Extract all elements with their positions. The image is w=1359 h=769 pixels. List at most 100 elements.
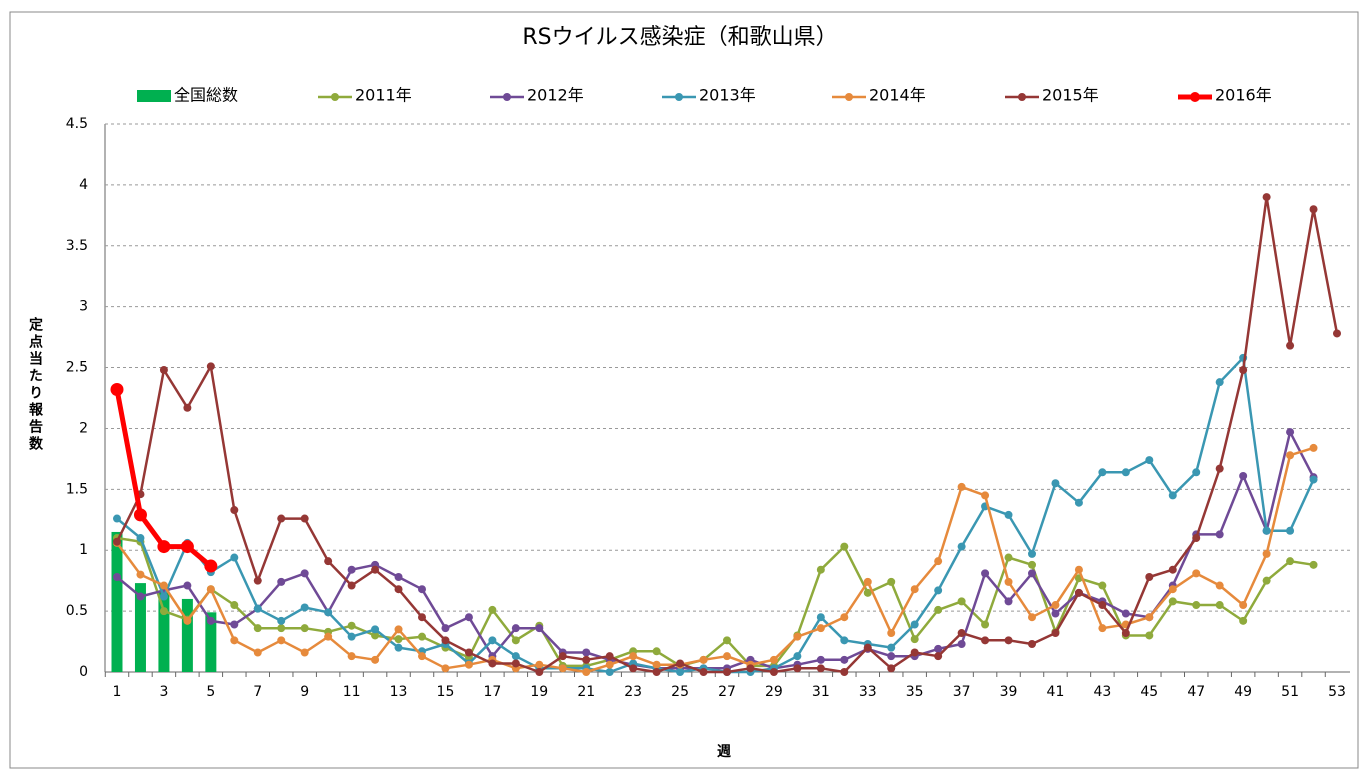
point [1239, 601, 1248, 610]
line [116, 356, 1315, 674]
point [1098, 624, 1107, 633]
point [206, 585, 215, 594]
point [558, 664, 567, 673]
point [887, 643, 896, 652]
legend-swatch [1190, 92, 1200, 102]
point [418, 613, 426, 622]
point [1121, 629, 1130, 638]
point [840, 613, 849, 622]
point [1074, 498, 1083, 507]
point [1239, 365, 1248, 374]
point [816, 613, 825, 622]
point [1051, 601, 1060, 610]
point [746, 664, 755, 673]
y-tick-label: 4.5 [66, 116, 88, 132]
point [206, 362, 215, 371]
point [1309, 205, 1318, 214]
point [887, 629, 896, 638]
point [1145, 573, 1154, 582]
point [535, 660, 544, 669]
y-tick-label: 3 [79, 299, 88, 315]
x-tick-label: 47 [1187, 684, 1205, 700]
line [116, 536, 1314, 668]
x-tick-label: 21 [577, 684, 595, 700]
point [1028, 549, 1036, 558]
point [840, 636, 849, 645]
point [793, 652, 802, 661]
point [816, 664, 825, 673]
point [183, 616, 192, 625]
point [1098, 581, 1107, 590]
legend-swatch [503, 93, 511, 101]
point [840, 542, 849, 551]
point [1215, 581, 1224, 590]
point [934, 586, 943, 595]
point [183, 581, 192, 590]
point [769, 668, 778, 676]
point [1262, 549, 1271, 558]
point [1192, 569, 1201, 578]
x-tick-label: 35 [906, 684, 924, 700]
x-tick-label: 41 [1047, 684, 1065, 700]
point [277, 624, 286, 633]
point [136, 534, 145, 543]
x-tick-label: 43 [1093, 684, 1111, 700]
point [535, 624, 544, 633]
x-tick-label: 29 [765, 684, 783, 700]
x-tick-label: 53 [1328, 684, 1346, 700]
point [1286, 526, 1295, 535]
point [1309, 443, 1318, 452]
point [582, 648, 591, 657]
point [394, 625, 403, 634]
point [910, 585, 919, 594]
point [1192, 534, 1201, 543]
point [816, 624, 825, 633]
point [1286, 428, 1295, 437]
point [723, 668, 731, 676]
x-tick-label: 1 [113, 684, 122, 700]
point [347, 621, 356, 630]
point [1028, 639, 1036, 648]
point [113, 573, 121, 582]
point [253, 576, 262, 585]
point [1262, 576, 1271, 585]
point [652, 668, 661, 676]
point [159, 581, 168, 590]
legend-label: 2012年 [527, 86, 584, 105]
bar [158, 590, 170, 672]
point [110, 382, 124, 396]
x-tick-label: 27 [718, 684, 736, 700]
point [347, 581, 356, 590]
chart-title: RSウイルス感染症（和歌山県） [522, 25, 837, 50]
point [253, 604, 262, 613]
point [934, 644, 943, 653]
legend-swatch [675, 93, 683, 101]
point [769, 655, 778, 664]
point [159, 607, 168, 616]
point [981, 569, 990, 578]
legend-label: 2011年 [355, 86, 412, 105]
point [605, 668, 614, 676]
point [441, 624, 450, 633]
x-tick-label: 5 [206, 684, 215, 700]
bar [134, 583, 146, 672]
point [1051, 479, 1060, 488]
legend-label: 2015年 [1042, 86, 1099, 105]
point [464, 660, 473, 669]
point [1028, 613, 1036, 622]
point [582, 668, 591, 676]
point [1286, 557, 1295, 566]
x-tick-label: 33 [859, 684, 877, 700]
x-tick-label: 13 [390, 684, 408, 700]
point [1028, 569, 1036, 578]
x-tick-label: 11 [343, 684, 361, 700]
point [863, 643, 872, 652]
point [136, 570, 145, 579]
point [1215, 601, 1224, 610]
point [204, 559, 218, 573]
point [981, 491, 990, 500]
x-tick-label: 7 [253, 684, 262, 700]
point [840, 668, 849, 676]
point [300, 648, 309, 657]
point [230, 506, 239, 515]
